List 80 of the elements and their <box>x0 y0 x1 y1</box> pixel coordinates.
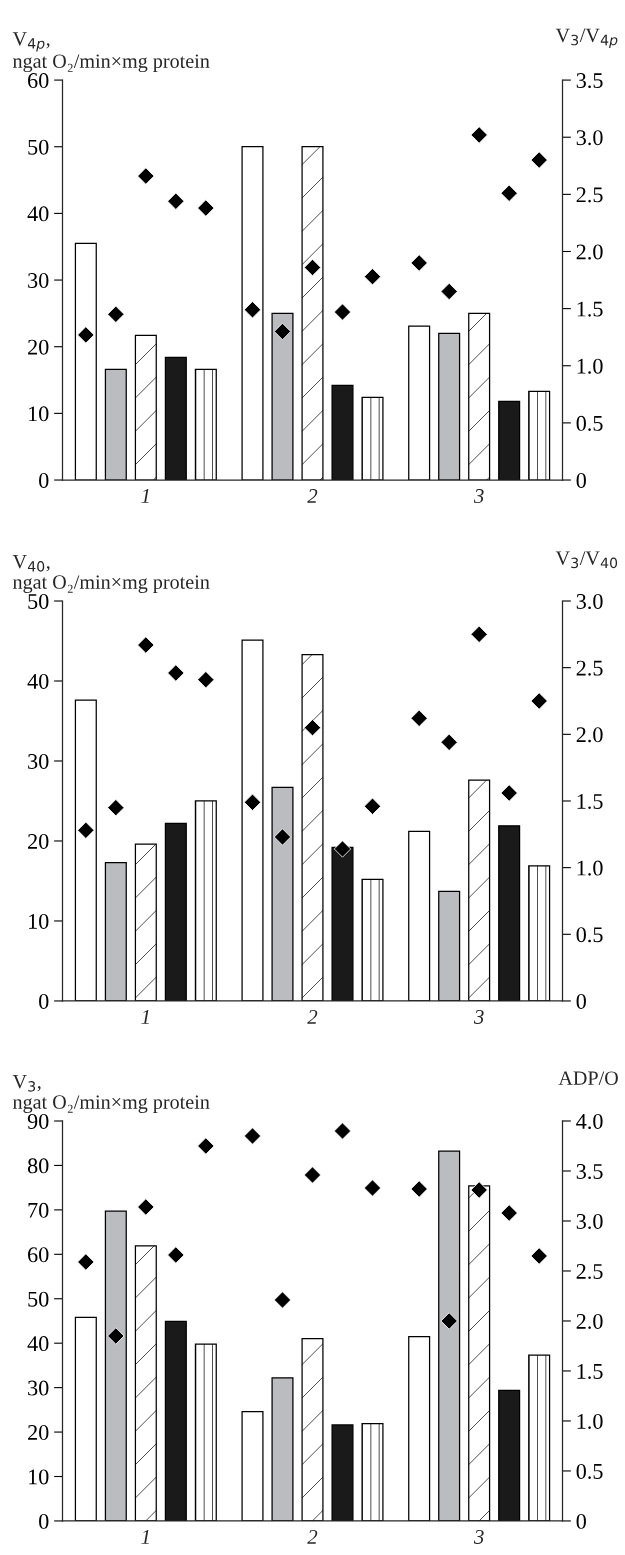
y-tick-label: 70 <box>28 1202 49 1218</box>
y2-tick-label: 3.5 <box>576 1163 603 1180</box>
y-axis-title: V$_{4p}$, ngat O₂/min×mg protein <box>12 32 210 73</box>
y-tick-label: 10 <box>29 406 49 422</box>
y-tick-label: 10 <box>29 913 49 929</box>
y-tick-label: 60 <box>28 1247 49 1263</box>
y2-tick-label: 0 <box>576 1513 586 1529</box>
y2-tick-label: 4.0 <box>576 1113 603 1130</box>
x-tick-label: 1 <box>141 1009 149 1024</box>
y2-tick-label: 1.0 <box>577 1413 603 1429</box>
y2-tick-label: 2.0 <box>576 1313 603 1329</box>
y-tick-label: 0 <box>39 993 49 1009</box>
y-tick-label: 40 <box>27 673 49 689</box>
y2-tick-label: 0.5 <box>576 415 603 431</box>
y-tick-label: 20 <box>28 1425 49 1440</box>
y2-tick-label: 1.5 <box>577 301 603 317</box>
y2-tick-label: 0 <box>576 993 586 1009</box>
y-tick-label: 50 <box>28 1291 49 1307</box>
y2-axis-title: V$_{3}$/V$_{4p}$ <box>555 28 618 49</box>
y-tick-label: 50 <box>28 593 49 609</box>
y-tick-label: 90 <box>27 1113 49 1129</box>
bar <box>408 1335 431 1521</box>
bar <box>241 639 264 1001</box>
y-tick-label: 60 <box>28 73 49 89</box>
bar <box>438 332 461 481</box>
y-tick-label: 0 <box>39 1513 49 1529</box>
bar <box>74 1316 97 1521</box>
bar <box>104 368 127 481</box>
y2-tick-label: 2.0 <box>576 244 603 260</box>
y2-tick-label: 2.5 <box>576 1263 603 1280</box>
y2-tick-label: 3.5 <box>576 73 603 89</box>
y2-tick-label: 0 <box>576 472 586 488</box>
bar <box>104 861 127 1001</box>
y2-tick-label: 1.5 <box>577 1364 603 1379</box>
y-tick-label: 30 <box>28 753 49 769</box>
x-tick-label: 1 <box>141 489 149 503</box>
y2-tick-label: 0.5 <box>576 1463 603 1479</box>
bar <box>408 325 431 481</box>
y-tick-label: 0 <box>39 472 49 488</box>
x-tick-label: 3 <box>473 489 484 504</box>
bar <box>74 242 97 481</box>
y2-tick-label: 1.5 <box>577 794 603 810</box>
bar <box>104 1210 127 1521</box>
x-tick-label: 3 <box>473 1529 484 1544</box>
x-tick-label: 2 <box>307 1529 318 1544</box>
x-tick-label: 2 <box>307 1009 318 1024</box>
y-tick-label: 30 <box>28 1380 49 1396</box>
y-tick-label: 20 <box>28 833 49 849</box>
y2-tick-label: 2.0 <box>576 727 603 743</box>
x-tick-label: 3 <box>473 1009 484 1024</box>
bar <box>241 1411 264 1521</box>
bar <box>408 830 431 1001</box>
y2-axis-title: V$_{3}$/V$_{40}$ <box>555 551 618 569</box>
y2-tick-label: 0.5 <box>576 927 603 943</box>
y2-tick-label: 2.5 <box>576 187 603 203</box>
x-tick-label: 2 <box>307 489 318 503</box>
y2-tick-label: 3.0 <box>576 593 603 610</box>
y-tick-label: 80 <box>27 1158 49 1174</box>
y-tick-label: 30 <box>28 272 49 288</box>
y-tick-label: 10 <box>29 1469 49 1485</box>
y2-tick-label: 3.0 <box>576 1213 603 1230</box>
y-tick-label: 40 <box>27 1336 49 1352</box>
bar <box>438 1150 461 1521</box>
y-tick-label: 40 <box>27 206 49 222</box>
y2-tick-label: 1.0 <box>577 358 603 374</box>
y-axis-title: V$_{40}$, ngat O₂/min×mg protein <box>12 555 210 594</box>
bar <box>271 1377 294 1521</box>
y2-axis-title: ADP/O <box>558 1071 618 1085</box>
y-tick-label: 20 <box>28 339 49 355</box>
bar <box>271 786 294 1001</box>
y-tick-label: 50 <box>28 139 49 155</box>
bar <box>271 312 294 481</box>
x-tick-label: 1 <box>141 1529 149 1544</box>
bar <box>74 699 97 1001</box>
y2-tick-label: 3.0 <box>576 130 603 146</box>
y-axis-title: V$_{3}$, ngat O₂/min×mg protein <box>12 1075 210 1113</box>
bar <box>241 146 264 481</box>
y2-tick-label: 2.5 <box>576 660 603 676</box>
bar <box>438 890 461 1001</box>
y2-tick-label: 1.0 <box>577 860 603 876</box>
